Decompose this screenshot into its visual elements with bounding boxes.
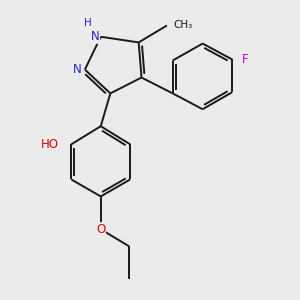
Text: F: F bbox=[242, 53, 249, 66]
Text: H: H bbox=[84, 18, 92, 28]
Text: N: N bbox=[91, 30, 99, 43]
Text: O: O bbox=[96, 223, 105, 236]
Text: CH₃: CH₃ bbox=[174, 20, 193, 30]
Text: N: N bbox=[73, 63, 82, 76]
Text: HO: HO bbox=[41, 138, 59, 151]
